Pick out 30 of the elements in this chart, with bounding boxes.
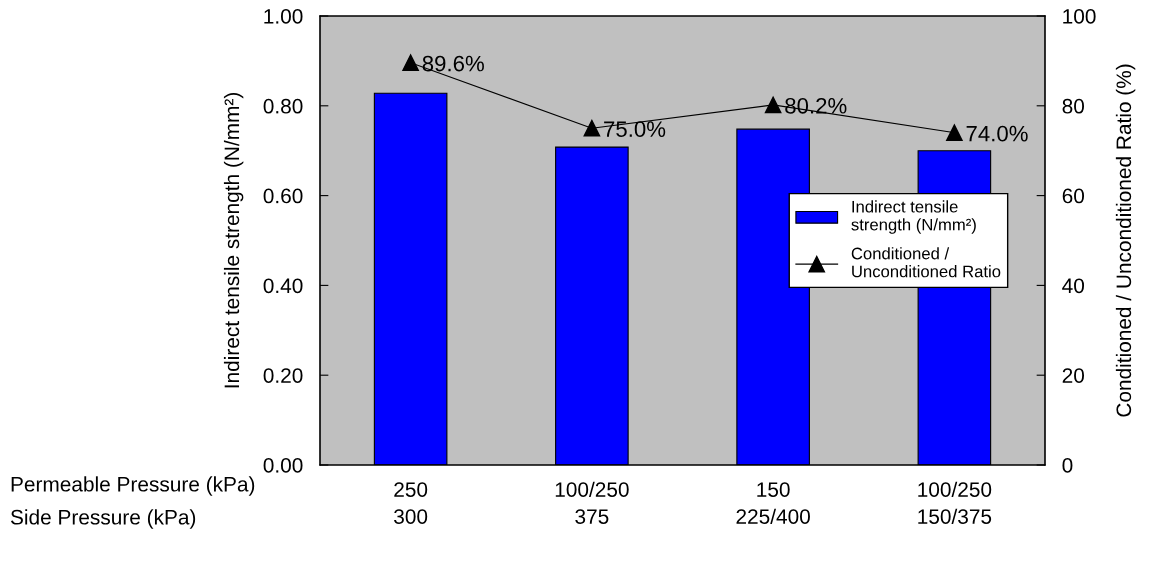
x-tick-label: 100/250 150/375	[918, 481, 992, 524]
y-tick-label: 1.00	[264, 9, 303, 24]
data-label: 89.6%	[422, 55, 484, 72]
y-tick-label: 0.20	[263, 368, 303, 383]
y2-tick-label: 100	[1063, 9, 1096, 24]
y-tick-label: 0.80	[263, 98, 303, 114]
point	[946, 124, 963, 142]
text: Permeable Pressure (kPa)	[11, 476, 255, 496]
y-axis-title: Indirect tensile strength (N/mm²)	[223, 93, 244, 388]
y2-axis-title: Conditioned / Unconditioned Ratio (%)	[1115, 64, 1136, 417]
y2-tick-label: 20	[1062, 368, 1085, 383]
y2-tick-label: 60	[1062, 188, 1085, 204]
point	[402, 54, 419, 72]
legend-label: Indirect tensile strength (N/mm²)	[851, 200, 976, 234]
x-tick-label: 100/250 375	[555, 481, 629, 524]
point	[583, 119, 601, 137]
y-tick-label: 0.00	[263, 458, 303, 473]
y-tick-label: 0.40	[263, 278, 303, 294]
y2-tick-label: 0	[1062, 458, 1073, 473]
data-label: 74.0%	[966, 125, 1028, 142]
text: Side Pressure (kPa)	[10, 509, 196, 529]
legend-label: Conditioned / Unconditioned Ratio	[851, 247, 1001, 278]
x-tick-label: 150 225/400	[736, 482, 810, 524]
data-label: 75.0%	[604, 121, 666, 137]
y2-tick-label: 40	[1062, 278, 1085, 294]
y2-tick-label: 80	[1062, 98, 1085, 114]
data-label: 80.2%	[785, 97, 847, 114]
x-tick-label: 250 300	[394, 482, 428, 524]
y-tick-label: 0.60	[263, 188, 303, 204]
point	[764, 96, 782, 114]
